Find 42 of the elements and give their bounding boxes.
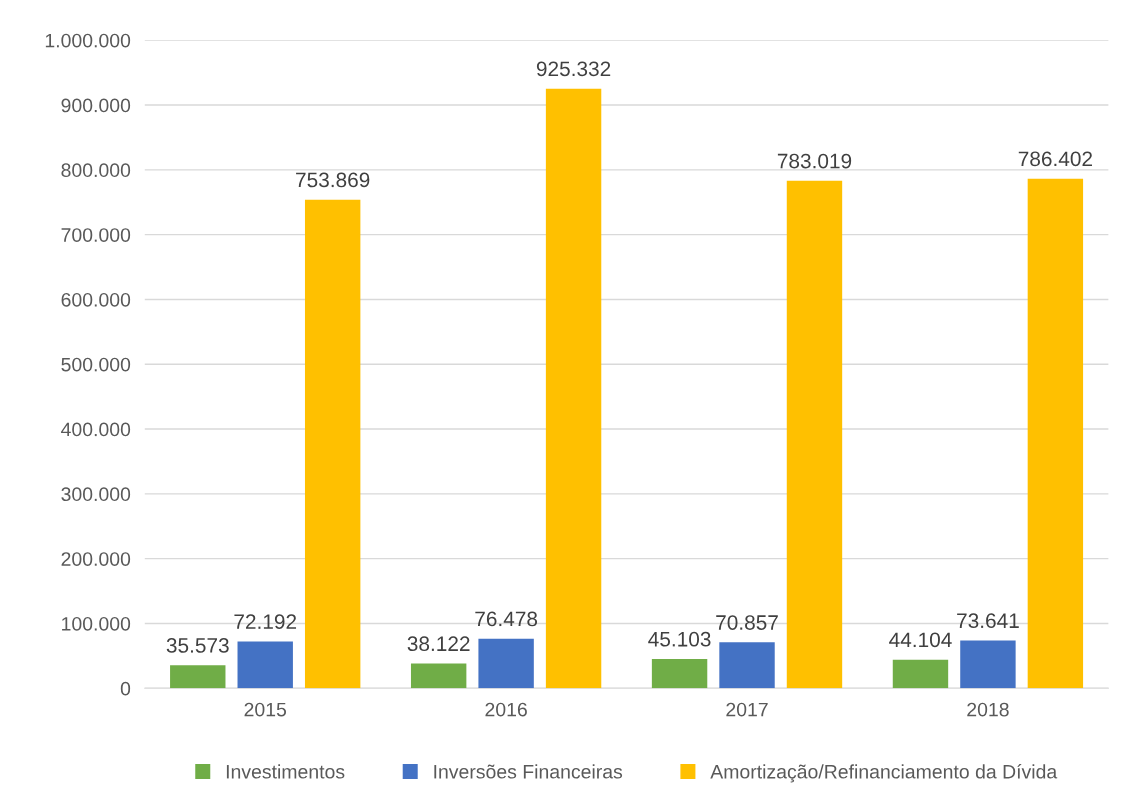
x-tick-label: 2018 [967, 702, 1009, 717]
bar [545, 88, 602, 689]
data-label: 73.641 [957, 613, 1019, 629]
x-tick-label: 2016 [485, 702, 527, 717]
data-label: 70.857 [716, 615, 778, 630]
data-label: 45.103 [648, 631, 711, 647]
y-tick-label: 900.000 [61, 98, 131, 113]
data-label: 786.402 [1018, 151, 1092, 167]
data-label: 925.332 [536, 61, 611, 77]
data-label: 38.122 [407, 636, 470, 652]
legend-label: Amortização/Refinanciamento da Dívida [710, 764, 1058, 783]
data-label: 753.869 [296, 172, 370, 188]
bar [719, 642, 775, 689]
y-tick-label: 200.000 [61, 552, 131, 566]
data-label: 72.192 [234, 614, 297, 630]
y-tick-label: 500.000 [61, 357, 131, 372]
bar [170, 665, 226, 689]
legend-label: Inversões Financeiras [434, 764, 623, 779]
bar [786, 180, 843, 689]
data-label: 35.573 [166, 638, 229, 653]
bar [478, 638, 534, 689]
bar [410, 663, 467, 689]
bar [651, 659, 708, 689]
y-tick-label: 100.000 [62, 616, 131, 631]
y-tick-label: 600.000 [61, 292, 131, 307]
data-label: 76.478 [475, 611, 538, 627]
y-tick-label: 0 [120, 681, 131, 696]
y-tick-label: 800.000 [61, 163, 131, 178]
bar [237, 641, 293, 689]
bar [892, 659, 949, 689]
x-tick-label: 2017 [726, 702, 768, 717]
y-tick-label: 700.000 [61, 228, 131, 242]
bar [304, 199, 361, 689]
x-tick-label: 2015 [244, 702, 287, 717]
data-label: 783.019 [777, 153, 852, 169]
data-label: 44.104 [889, 632, 952, 648]
y-tick-label: 400.000 [61, 422, 131, 437]
legend-label: Investimentos [226, 764, 345, 779]
y-tick-label: 300.000 [61, 487, 131, 502]
y-tick-label: 1.000.000 [45, 33, 131, 48]
bar [960, 640, 1016, 689]
bar [1027, 178, 1084, 689]
